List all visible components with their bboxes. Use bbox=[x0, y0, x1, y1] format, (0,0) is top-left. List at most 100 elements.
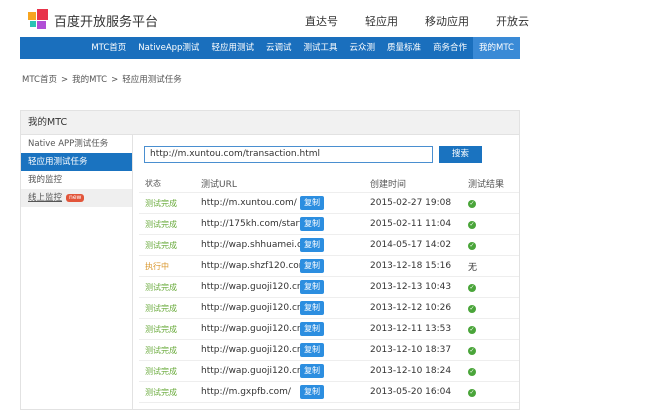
url-link[interactable]: http://wap.guoji120.cn/zt... bbox=[201, 282, 308, 292]
copy-button[interactable]: 复制 bbox=[300, 301, 324, 315]
check-icon: ✓ bbox=[468, 284, 476, 292]
status-text: 测试完成 bbox=[145, 345, 177, 355]
check-icon: ✓ bbox=[468, 242, 476, 250]
nav-item[interactable]: 云众测 bbox=[349, 43, 375, 53]
nav-item[interactable]: 质量标准 bbox=[387, 43, 422, 53]
top-nav: 直达号 轻应用 移动应用 开放云 bbox=[305, 13, 556, 29]
check-icon: ✓ bbox=[468, 221, 476, 229]
url-link[interactable]: http://m.gxpfb.com/ bbox=[201, 387, 291, 397]
url-link[interactable]: http://wap.guoji120.cn/zt... bbox=[201, 345, 308, 355]
breadcrumb-link[interactable]: MTC首页 bbox=[22, 75, 57, 85]
breadcrumb-link[interactable]: 我的MTC bbox=[72, 75, 108, 85]
sidebar-item-native-app[interactable]: Native APP测试任务 bbox=[28, 139, 109, 149]
created-time: 2013-12-13 10:43 bbox=[370, 282, 452, 292]
table-row: 测试完成 http://wap.guoji120.cn/zt... 复制 201… bbox=[139, 298, 519, 319]
status-text: 测试完成 bbox=[145, 198, 177, 208]
search-input[interactable]: http://m.xuntou.com/transaction.html bbox=[144, 146, 433, 163]
top-link[interactable]: 轻应用 bbox=[365, 15, 398, 28]
copy-button[interactable]: 复制 bbox=[300, 322, 324, 336]
breadcrumb-separator: > bbox=[111, 75, 119, 85]
status-text: 执行中 bbox=[145, 261, 169, 271]
created-time: 2013-05-20 16:04 bbox=[370, 387, 452, 397]
status-text: 测试完成 bbox=[145, 387, 177, 397]
status-text: 测试完成 bbox=[145, 240, 177, 250]
table-row: 测试完成 http://wap.guoji120.cn/zt... 复制 201… bbox=[139, 319, 519, 340]
copy-button[interactable]: 复制 bbox=[300, 217, 324, 231]
nav-item[interactable]: 商务合作 bbox=[433, 43, 468, 53]
table-row: 测试完成 http://wap.guoji120.cn/zt... 复制 201… bbox=[139, 340, 519, 361]
result-text: 无 bbox=[468, 262, 478, 273]
sidebar-item-light-app[interactable]: 轻应用测试任务 bbox=[21, 153, 132, 171]
nav-item[interactable]: MTC首页 bbox=[91, 43, 127, 53]
breadcrumb-current: 轻应用测试任务 bbox=[122, 75, 182, 85]
check-icon: ✓ bbox=[468, 326, 476, 334]
task-table: 状态 测试URL 创建时间 测试结果 测试完成 http://m.xuntou.… bbox=[139, 175, 519, 403]
created-time: 2013-12-18 15:16 bbox=[370, 261, 452, 271]
status-text: 测试完成 bbox=[145, 303, 177, 313]
table-row: 测试完成 http://wap.guoji120.cn/zt... 复制 201… bbox=[139, 277, 519, 298]
nav-item[interactable]: 我的MTC bbox=[473, 37, 520, 59]
top-link[interactable]: 移动应用 bbox=[425, 15, 469, 28]
created-time: 2013-12-10 18:24 bbox=[370, 366, 452, 376]
copy-button[interactable]: 复制 bbox=[300, 238, 324, 252]
copy-button[interactable]: 复制 bbox=[300, 196, 324, 210]
table-row: 测试完成 http://wap.guoji120.cn/zt... 复制 201… bbox=[139, 361, 519, 382]
new-badge: new bbox=[66, 193, 85, 202]
created-time: 2013-12-10 18:37 bbox=[370, 345, 452, 355]
url-link[interactable]: http://wap.guoji120.cn/zt... bbox=[201, 324, 308, 334]
sidebar: Native APP测试任务 轻应用测试任务 我的监控 线上监控 new bbox=[21, 135, 133, 409]
check-icon: ✓ bbox=[468, 368, 476, 376]
sidebar-item-label: 线上监控 bbox=[28, 193, 63, 203]
check-icon: ✓ bbox=[468, 347, 476, 355]
created-time: 2014-05-17 14:02 bbox=[370, 240, 452, 250]
created-time: 2013-12-12 10:26 bbox=[370, 303, 452, 313]
created-time: 2013-12-11 13:53 bbox=[370, 324, 452, 334]
url-link[interactable]: http://wap.shzf120.com/ww bbox=[201, 261, 308, 271]
check-icon: ✓ bbox=[468, 200, 476, 208]
status-text: 测试完成 bbox=[145, 366, 177, 376]
col-status: 状态 bbox=[145, 179, 161, 188]
nav-item[interactable]: 云调试 bbox=[265, 43, 292, 53]
status-text: 测试完成 bbox=[145, 219, 177, 229]
sidebar-item-online-monitor[interactable]: 线上监控 new bbox=[21, 189, 132, 207]
sidebar-item-my-monitor[interactable]: 我的监控 bbox=[28, 175, 63, 185]
top-link[interactable]: 直达号 bbox=[305, 15, 338, 28]
col-url: 测试URL bbox=[201, 180, 237, 190]
table-row: 测试完成 http://175kh.com/start/in... 复制 201… bbox=[139, 214, 519, 235]
check-icon: ✓ bbox=[468, 389, 476, 397]
search-button[interactable]: 搜索 bbox=[439, 146, 482, 163]
check-icon: ✓ bbox=[468, 305, 476, 313]
table-row: 测试完成 http://m.xuntou.com/ 复制 2015-02-27 … bbox=[139, 193, 519, 214]
url-link[interactable]: http://m.xuntou.com/ bbox=[201, 198, 297, 208]
my-mtc-panel: 我的MTC Native APP测试任务 轻应用测试任务 我的监控 线上监控 ne… bbox=[20, 110, 520, 410]
logo-icon bbox=[28, 9, 48, 29]
breadcrumb-separator: > bbox=[60, 75, 69, 85]
status-text: 测试完成 bbox=[145, 282, 177, 292]
col-time: 创建时间 bbox=[370, 180, 407, 190]
table-row: 测试完成 http://wap.shhuamei.cn/sp... 复制 201… bbox=[139, 235, 519, 256]
nav-item[interactable]: NativeApp测试 bbox=[138, 43, 200, 53]
table-row: 执行中 http://wap.shzf120.com/ww 复制 2013-12… bbox=[139, 256, 519, 277]
breadcrumb: MTC首页 > 我的MTC > 轻应用测试任务 bbox=[22, 73, 182, 85]
copy-button[interactable]: 复制 bbox=[300, 280, 324, 294]
nav-item[interactable]: 测试工具 bbox=[303, 43, 338, 53]
main-nav: MTC首页 NativeApp测试 轻应用测试 云调试 测试工具 云众测 质量标准 商务合作我… bbox=[20, 37, 520, 59]
url-link[interactable]: http://wap.shhuamei.cn/sp... bbox=[201, 240, 308, 250]
status-text: 测试完成 bbox=[145, 324, 177, 334]
copy-button[interactable]: 复制 bbox=[300, 343, 324, 357]
created-time: 2015-02-11 11:04 bbox=[370, 219, 452, 229]
url-link[interactable]: http://wap.guoji120.cn/zt... bbox=[201, 303, 308, 313]
table-row: 测试完成 http://m.gxpfb.com/ 复制 2013-05-20 1… bbox=[139, 382, 519, 403]
url-link[interactable]: http://175kh.com/start/in... bbox=[201, 219, 308, 229]
copy-button[interactable]: 复制 bbox=[300, 364, 324, 378]
created-time: 2015-02-27 19:08 bbox=[370, 198, 452, 208]
top-link[interactable]: 开放云 bbox=[496, 15, 529, 28]
copy-button[interactable]: 复制 bbox=[300, 385, 324, 399]
nav-item[interactable]: 轻应用测试 bbox=[211, 43, 254, 53]
url-link[interactable]: http://wap.guoji120.cn/zt... bbox=[201, 366, 308, 376]
copy-button[interactable]: 复制 bbox=[300, 259, 324, 273]
table-header: 状态 测试URL 创建时间 测试结果 bbox=[139, 175, 519, 193]
panel-title: 我的MTC bbox=[21, 111, 519, 135]
col-result: 测试结果 bbox=[468, 180, 505, 190]
brand-title[interactable]: 百度开放服务平台 bbox=[54, 15, 159, 30]
